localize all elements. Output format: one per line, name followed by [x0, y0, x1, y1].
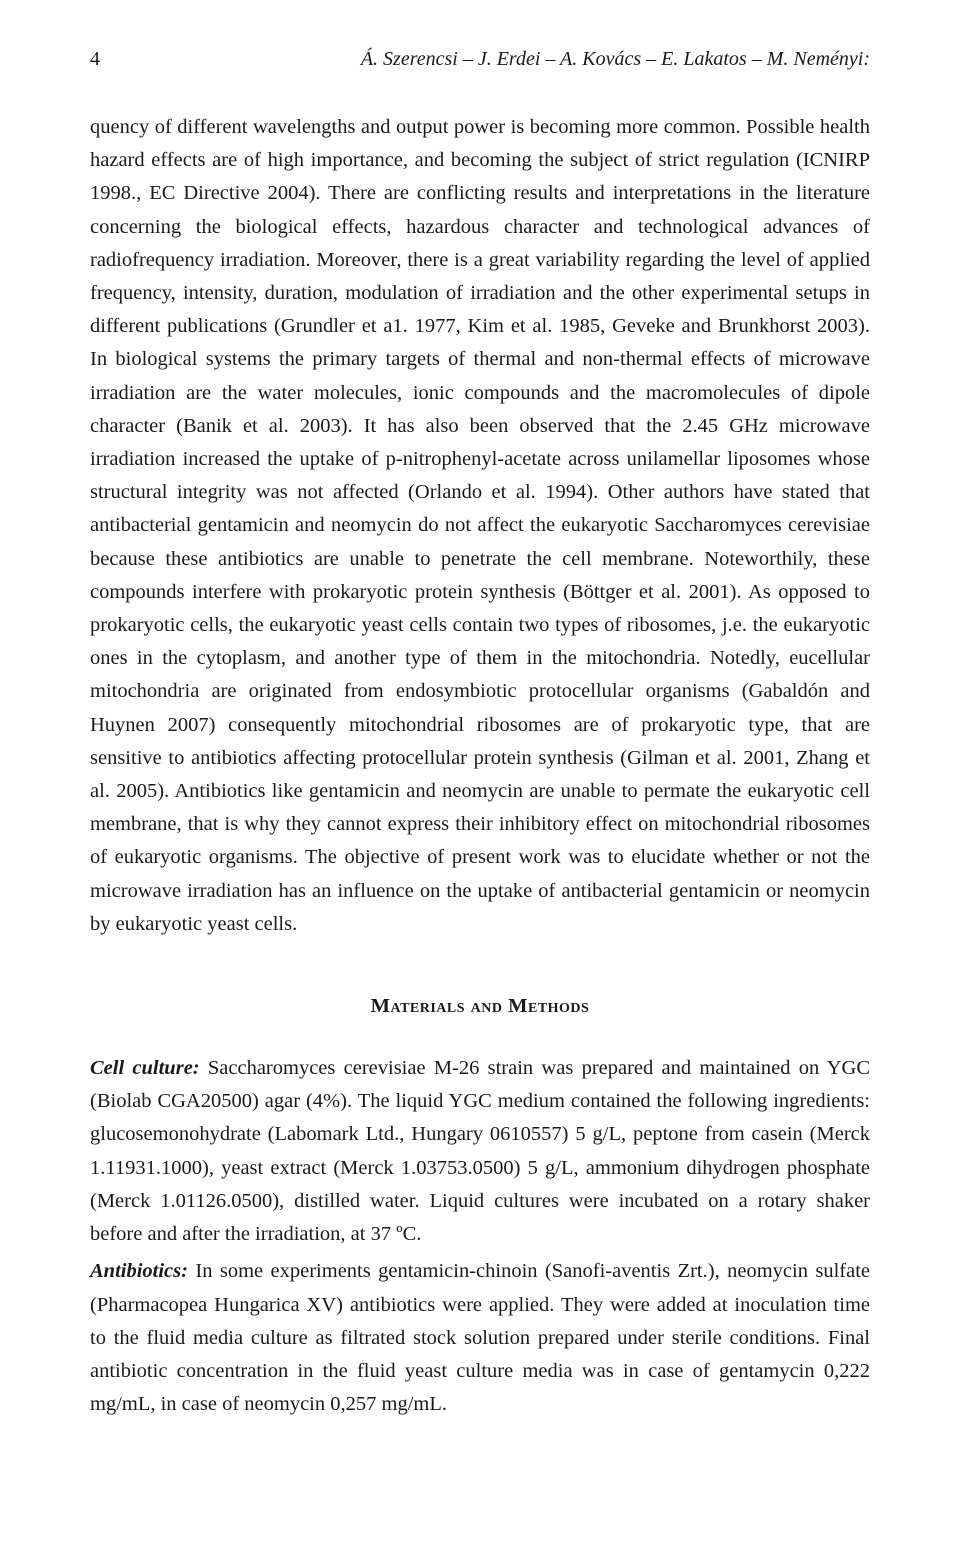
- page: 4 Á. Szerencsi – J. Erdei – A. Kovács – …: [0, 0, 960, 1485]
- running-header: 4 Á. Szerencsi – J. Erdei – A. Kovács – …: [90, 48, 870, 71]
- page-number: 4: [90, 48, 100, 71]
- header-authors: Á. Szerencsi – J. Erdei – A. Kovács – E.…: [100, 48, 870, 71]
- label-cell-culture: Cell culture:: [90, 1057, 200, 1079]
- main-paragraph: quency of different wavelengths and outp…: [90, 111, 870, 941]
- text-antibiotics: In some experiments gentamicin-chinoin (…: [90, 1260, 870, 1415]
- paragraph-cell-culture: Cell culture: Saccharomyces cerevisiae M…: [90, 1052, 870, 1251]
- label-antibiotics: Antibiotics:: [90, 1260, 188, 1282]
- text-cell-culture: Saccharomyces cerevisiae M-26 strain was…: [90, 1057, 870, 1245]
- section-heading-materials-methods: Materials and Methods: [90, 995, 870, 1018]
- paragraph-antibiotics: Antibiotics: In some experiments gentami…: [90, 1255, 870, 1421]
